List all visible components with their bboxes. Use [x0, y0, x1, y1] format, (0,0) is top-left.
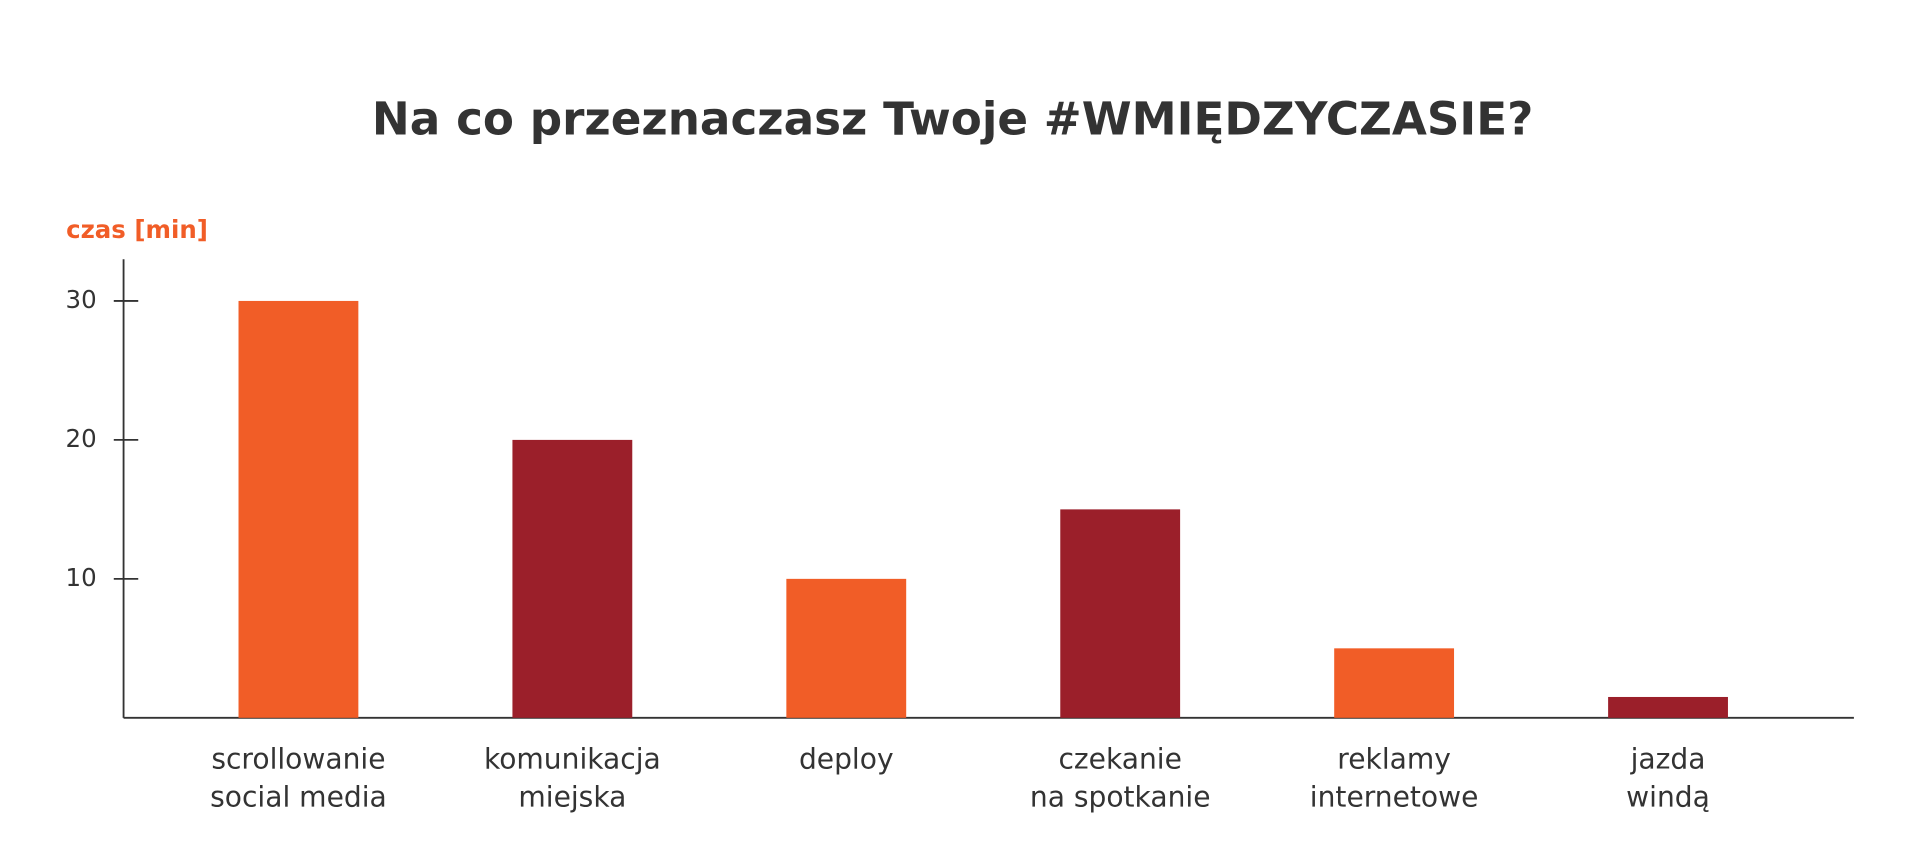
x-tick-label: scrollowanie	[211, 743, 385, 776]
bar	[786, 578, 907, 718]
y-tick-label: 20	[66, 424, 97, 453]
bar	[512, 439, 633, 718]
y-tick-label: 10	[66, 563, 97, 592]
x-tick-label: komunikacja	[484, 743, 661, 776]
bar	[1608, 696, 1728, 718]
bar	[1334, 648, 1455, 718]
x-tick-label: windą	[1626, 781, 1710, 814]
x-tick-label: na spotkanie	[1030, 781, 1211, 814]
chart-title: Na co przeznaczasz Twoje #WMIĘDZYCZASIE?	[372, 92, 1533, 145]
x-tick-label: miejska	[518, 781, 626, 814]
x-tick-label: social media	[210, 781, 387, 814]
y-axis-label: czas [min]	[66, 215, 208, 244]
x-tick-label: reklamy	[1337, 743, 1451, 776]
x-tick-label: internetowe	[1310, 781, 1479, 814]
y-tick-label: 30	[66, 285, 97, 314]
x-tick-label: deploy	[799, 743, 894, 776]
x-tick-label: czekanie	[1058, 743, 1181, 776]
bar	[1060, 509, 1181, 718]
bar	[238, 300, 359, 718]
x-tick-label: jazda	[1630, 743, 1706, 776]
